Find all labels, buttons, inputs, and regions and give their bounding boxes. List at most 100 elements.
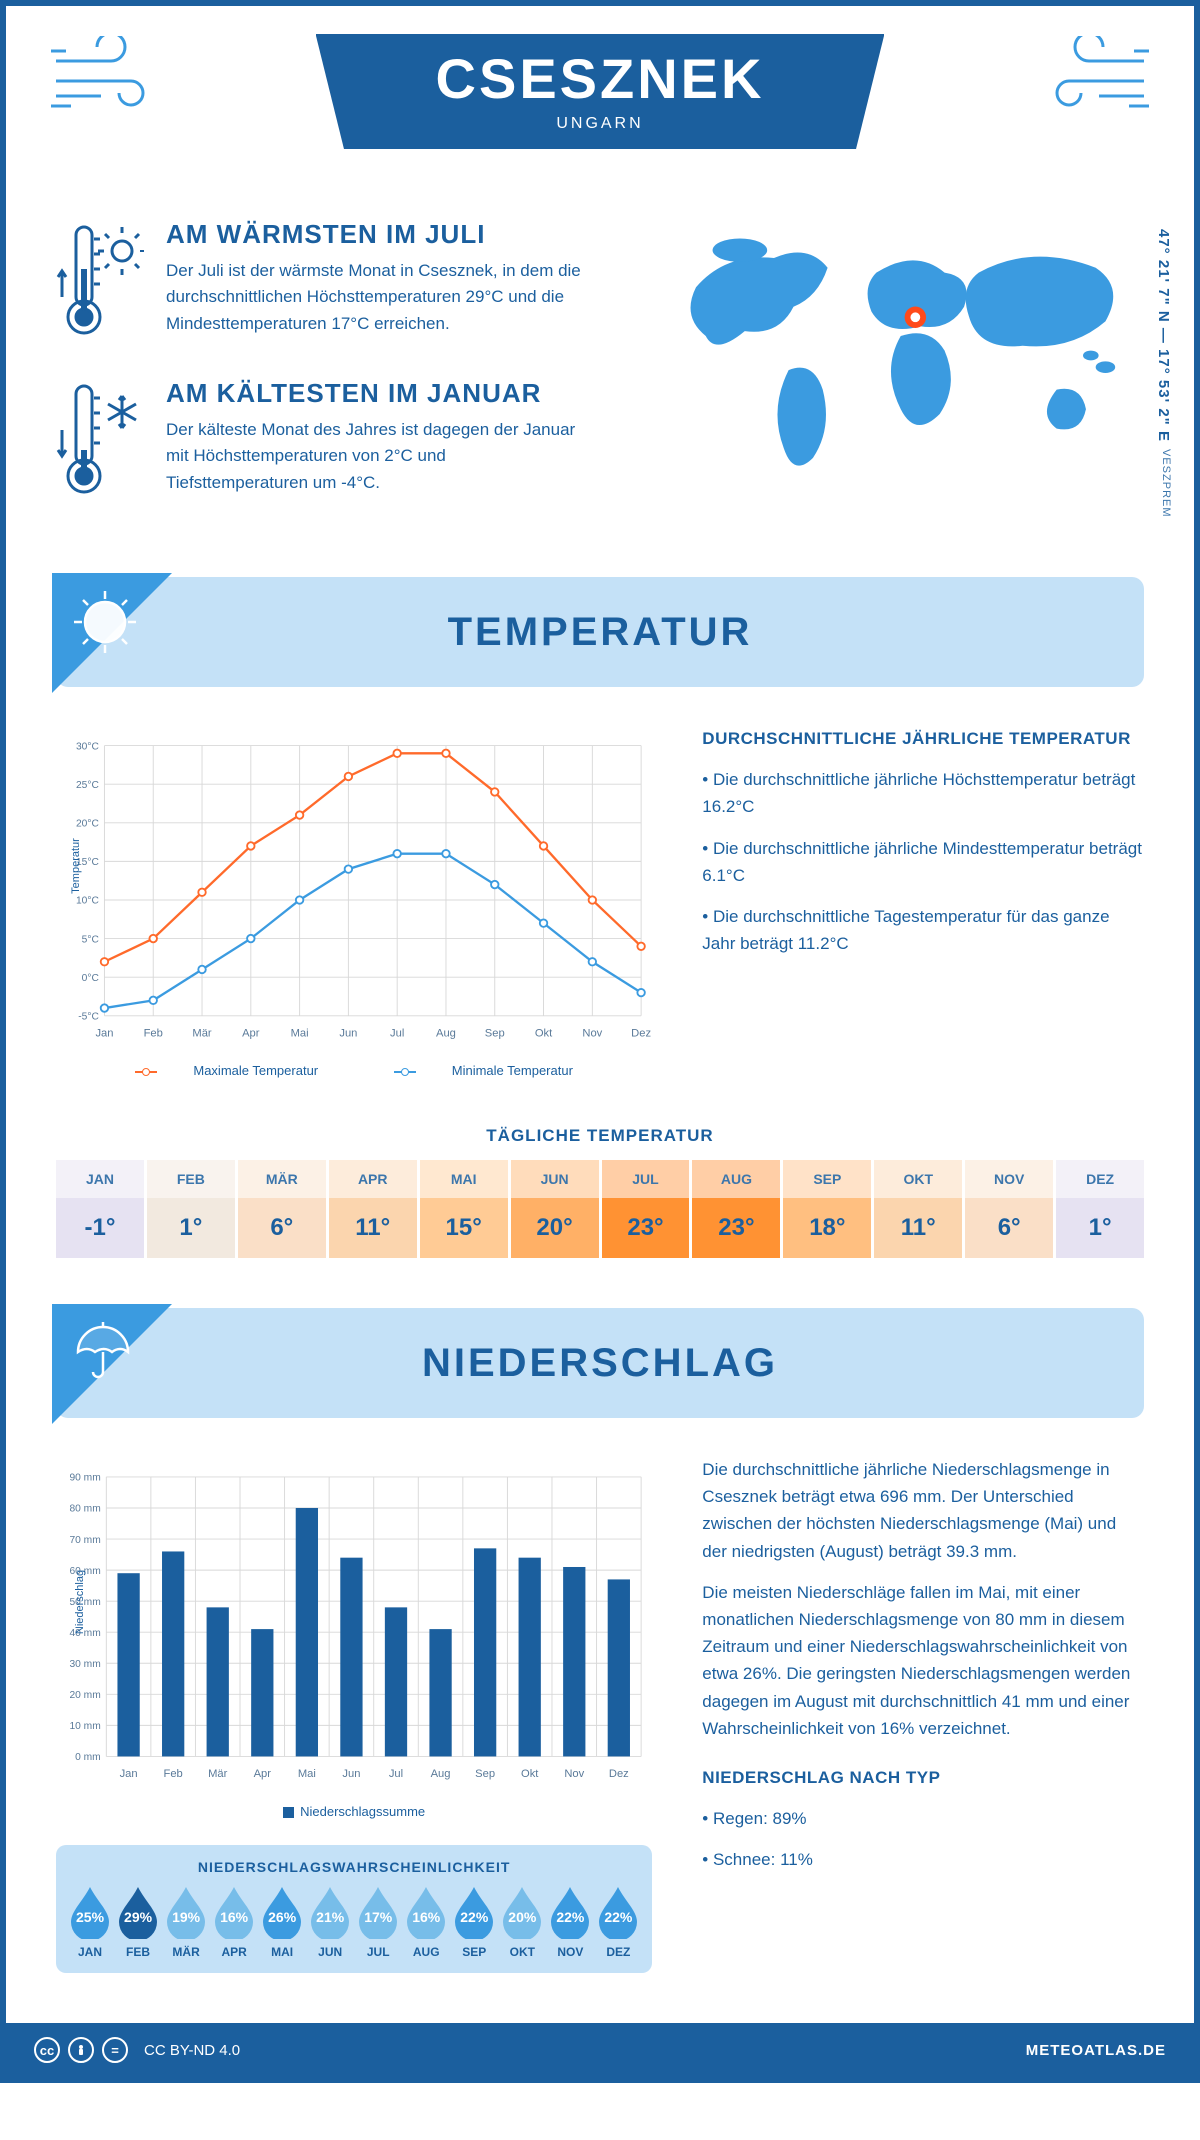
footer: cc = CC BY-ND 4.0 METEOATLAS.DE	[6, 2023, 1194, 2077]
by-icon	[68, 2037, 94, 2063]
svg-text:5°C: 5°C	[82, 934, 99, 945]
precip-type-title: NIEDERSCHLAG NACH TYP	[702, 1764, 1144, 1791]
prob-drop: 16% APR	[212, 1885, 256, 1959]
prob-drop: 25% JAN	[68, 1885, 112, 1959]
temp-cell: APR 11°	[329, 1160, 417, 1258]
svg-text:0°C: 0°C	[82, 973, 99, 984]
region-label: VESZPREM	[1160, 449, 1172, 518]
svg-text:20 mm: 20 mm	[69, 1690, 100, 1701]
prob-drop: 26% MAI	[260, 1885, 304, 1959]
coordinates: 47° 21' 7" N — 17° 53' 2" E	[1155, 229, 1172, 442]
temperature-heading: TEMPERATUR	[448, 610, 753, 655]
svg-text:Feb: Feb	[144, 1027, 163, 1039]
svg-text:Jan: Jan	[95, 1027, 113, 1039]
svg-text:Mär: Mär	[208, 1768, 228, 1780]
prob-drop: 22% NOV	[548, 1885, 592, 1959]
temp-cell: JAN -1°	[56, 1160, 144, 1258]
svg-text:70 mm: 70 mm	[69, 1535, 100, 1546]
svg-text:Mai: Mai	[291, 1027, 309, 1039]
svg-text:Mär: Mär	[192, 1027, 212, 1039]
sun-icon	[70, 587, 140, 662]
precip-probability-box: NIEDERSCHLAGSWAHRSCHEINLICHKEIT 25% JAN …	[56, 1845, 652, 1973]
prob-drop: 20% OKT	[500, 1885, 544, 1959]
svg-text:Jan: Jan	[120, 1768, 138, 1780]
svg-text:Jul: Jul	[389, 1768, 403, 1780]
temp-cell: AUG 23°	[692, 1160, 780, 1258]
svg-text:Dez: Dez	[631, 1027, 651, 1039]
prob-drop: 21% JUN	[308, 1885, 352, 1959]
svg-text:Nov: Nov	[582, 1027, 602, 1039]
header: CSESZNEK UNGARN	[6, 6, 1194, 189]
temp-cell: SEP 18°	[783, 1160, 871, 1258]
nd-icon: =	[102, 2037, 128, 2063]
fact-cold-text: Der kälteste Monat des Jahres ist dagege…	[166, 417, 586, 496]
svg-text:80 mm: 80 mm	[69, 1504, 100, 1515]
legend-max: Maximale Temperatur	[193, 1063, 318, 1078]
temp-cell: FEB 1°	[147, 1160, 235, 1258]
svg-text:10 mm: 10 mm	[69, 1721, 100, 1732]
svg-text:Aug: Aug	[436, 1027, 456, 1039]
temp-summary-bullets: • Die durchschnittliche jährliche Höchst…	[702, 766, 1144, 957]
svg-text:Okt: Okt	[535, 1027, 553, 1039]
svg-text:Apr: Apr	[254, 1768, 272, 1780]
temp-cell: JUL 23°	[602, 1160, 690, 1258]
temp-cell: MAI 15°	[420, 1160, 508, 1258]
svg-text:Apr: Apr	[242, 1027, 260, 1039]
temp-summary-title: DURCHSCHNITTLICHE JÄHRLICHE TEMPERATUR	[702, 725, 1144, 752]
legend-min: Minimale Temperatur	[452, 1063, 573, 1078]
section-band-temperature: TEMPERATUR	[56, 577, 1144, 687]
section-band-precip: NIEDERSCHLAG	[56, 1308, 1144, 1418]
svg-text:10°C: 10°C	[76, 896, 99, 907]
svg-text:Jul: Jul	[390, 1027, 404, 1039]
y-axis-label: Niederschlag	[74, 1570, 86, 1634]
bar-legend: Niederschlagssumme	[56, 1804, 652, 1819]
fact-warm-text: Der Juli ist der wärmste Monat in Cseszn…	[166, 258, 586, 337]
umbrella-icon	[70, 1318, 136, 1389]
precip-text-1: Die durchschnittliche jährliche Niedersc…	[702, 1456, 1144, 1565]
daily-temp-table: JAN -1° FEB 1° MÄR 6° APR 11° MAI 15° JU…	[56, 1160, 1144, 1258]
chart-legend: Maximale Temperatur Minimale Temperatur	[56, 1063, 652, 1078]
bar-legend-label: Niederschlagssumme	[300, 1804, 425, 1819]
prob-drop: 19% MÄR	[164, 1885, 208, 1959]
prob-drop: 22% DEZ	[596, 1885, 640, 1959]
license-text: CC BY-ND 4.0	[144, 2042, 240, 2059]
prob-drop: 17% JUL	[356, 1885, 400, 1959]
svg-text:Dez: Dez	[609, 1768, 629, 1780]
precip-text-2: Die meisten Niederschläge fallen im Mai,…	[702, 1579, 1144, 1742]
y-axis-label: Temperatur	[70, 838, 82, 894]
temp-cell: DEZ 1°	[1056, 1160, 1144, 1258]
svg-text:-5°C: -5°C	[78, 1012, 99, 1023]
country-subtitle: UNGARN	[436, 115, 765, 133]
title-banner: CSESZNEK UNGARN	[316, 34, 885, 149]
temperature-line-chart: Temperatur -5°C0°C5°C10°C15°C20°C25°C30°…	[56, 725, 652, 1055]
svg-text:Aug: Aug	[431, 1768, 451, 1780]
svg-text:Jun: Jun	[339, 1027, 357, 1039]
temp-cell: NOV 6°	[965, 1160, 1053, 1258]
svg-text:90 mm: 90 mm	[69, 1473, 100, 1484]
svg-text:Feb: Feb	[164, 1768, 183, 1780]
fact-warmest: AM WÄRMSTEN IM JULI Der Juli ist der wär…	[56, 219, 617, 344]
thermometer-hot-icon	[56, 219, 144, 344]
precip-type-list: • Regen: 89%• Schnee: 11%	[702, 1805, 1144, 1873]
svg-text:Nov: Nov	[564, 1768, 584, 1780]
precip-heading: NIEDERSCHLAG	[422, 1341, 778, 1386]
brand-text: METEOATLAS.DE	[1026, 2042, 1166, 2059]
wind-icon	[46, 36, 166, 121]
svg-text:30°C: 30°C	[76, 741, 99, 752]
fact-coldest: AM KÄLTESTEN IM JANUAR Der kälteste Mona…	[56, 378, 617, 503]
daily-temp-heading: TÄGLICHE TEMPERATUR	[6, 1126, 1194, 1146]
city-title: CSESZNEK	[436, 46, 765, 111]
prob-title: NIEDERSCHLAGSWAHRSCHEINLICHKEIT	[68, 1859, 640, 1875]
prob-drop: 29% FEB	[116, 1885, 160, 1959]
svg-text:0 mm: 0 mm	[75, 1752, 101, 1763]
svg-text:Okt: Okt	[521, 1768, 539, 1780]
svg-text:20°C: 20°C	[76, 819, 99, 830]
svg-text:Jun: Jun	[342, 1768, 360, 1780]
svg-text:Mai: Mai	[298, 1768, 316, 1780]
temp-cell: MÄR 6°	[238, 1160, 326, 1258]
svg-text:30 mm: 30 mm	[69, 1659, 100, 1670]
fact-cold-title: AM KÄLTESTEN IM JANUAR	[166, 378, 586, 409]
prob-drop: 22% SEP	[452, 1885, 496, 1959]
cc-icon: cc	[34, 2037, 60, 2063]
svg-text:Sep: Sep	[485, 1027, 505, 1039]
